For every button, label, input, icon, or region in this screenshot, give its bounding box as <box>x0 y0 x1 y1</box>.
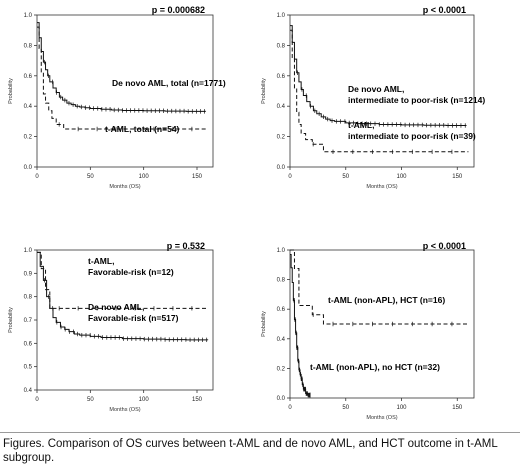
y-tick-label: 1.0 <box>24 248 33 254</box>
y-tick-label: 0.5 <box>24 365 33 371</box>
x-axis-label: Months (OS) <box>109 407 140 413</box>
y-tick-label: 0.2 <box>277 135 286 141</box>
y-tick-label: 0.6 <box>277 307 286 313</box>
series-label: intermediate to poor-risk (n=39) <box>348 131 476 141</box>
series-label: t-AML, total (n=54) <box>105 124 180 134</box>
y-tick-label: 0.0 <box>277 165 286 171</box>
series-label: intermediate to poor-risk (n=1214) <box>348 95 485 105</box>
y-tick-label: 1.0 <box>24 13 33 19</box>
series-label: t-AML, <box>88 256 114 266</box>
series-label: De novo AML, total (n=1771) <box>112 78 226 88</box>
survival-curve-2 <box>37 251 208 309</box>
y-tick-label: 0.0 <box>277 396 286 402</box>
x-tick-label: 50 <box>87 397 94 403</box>
y-tick-label: 0.4 <box>277 337 286 343</box>
x-tick-label: 150 <box>192 397 203 403</box>
y-tick-label: 0.8 <box>277 278 286 284</box>
survival-curve-1 <box>290 249 469 325</box>
caption-divider <box>0 432 520 433</box>
y-tick-label: 0.2 <box>24 135 33 141</box>
p-value-label: p = 0.000682 <box>152 5 205 15</box>
y-tick-label: 0.8 <box>24 43 33 49</box>
plot-frame-2 <box>289 14 475 168</box>
x-axis-label: Months (OS) <box>366 184 397 190</box>
survival-curve-1 <box>37 22 207 112</box>
y-axis-label: Probability <box>8 307 14 333</box>
y-tick-label: 0.6 <box>277 74 286 80</box>
x-axis-label: Months (OS) <box>366 415 397 421</box>
p-value-label: p = 0.532 <box>167 241 205 251</box>
x-tick-label: 0 <box>288 405 292 411</box>
x-tick-label: 150 <box>192 174 203 180</box>
y-tick-label: 0.0 <box>24 165 33 171</box>
y-tick-label: 1.0 <box>277 248 286 254</box>
x-tick-label: 0 <box>288 174 292 180</box>
figure-panels: 0.0 0.2 0.4 0.6 0.8 1.0 0 50 100 150 Months (OS) Pr… <box>8 5 485 421</box>
y-tick-label: 0.9 <box>24 271 33 277</box>
y-tick-label: 0.6 <box>24 74 33 80</box>
x-tick-label: 100 <box>139 397 150 403</box>
p-value-label: p < 0.0001 <box>423 241 466 251</box>
series-label: t-AML (non-APL), HCT (n=16) <box>328 295 445 305</box>
series-label: Favorable-risk (n=12) <box>88 267 174 277</box>
survival-curve-1 <box>37 251 209 341</box>
x-tick-label: 50 <box>342 174 349 180</box>
plot-frame-1 <box>36 14 214 168</box>
x-tick-label: 50 <box>342 405 349 411</box>
series-label: t-AML (non-APL), no HCT (n=32) <box>310 362 440 372</box>
y-tick-label: 0.4 <box>24 388 33 394</box>
x-tick-label: 0 <box>35 397 39 403</box>
survival-curve-1 <box>290 25 467 127</box>
y-tick-label: 1.0 <box>277 13 286 19</box>
x-tick-label: 0 <box>35 174 39 180</box>
survival-curve-2 <box>290 29 469 153</box>
y-tick-label: 0.4 <box>24 104 33 110</box>
x-tick-label: 150 <box>452 174 463 180</box>
x-tick-label: 100 <box>397 405 408 411</box>
p-value-label: p < 0.0001 <box>423 5 466 15</box>
series-label: Favorable-risk (n=517) <box>88 313 179 323</box>
y-axis-label: Probability <box>8 78 14 104</box>
y-tick-label: 0.8 <box>277 43 286 49</box>
y-axis-label: Probability <box>261 78 267 104</box>
x-tick-label: 50 <box>87 174 94 180</box>
x-axis-label: Months (OS) <box>109 184 140 190</box>
series-label: De novo AML, <box>348 84 404 94</box>
plot-frame-4 <box>289 249 475 399</box>
x-tick-label: 100 <box>397 174 408 180</box>
survival-curve-2 <box>37 26 208 130</box>
y-tick-label: 0.7 <box>24 318 33 324</box>
figure-caption: Figures. Comparison of OS curves between… <box>3 438 498 464</box>
x-tick-label: 150 <box>452 405 463 411</box>
series-label: t-AML, <box>348 120 374 130</box>
y-tick-label: 0.6 <box>24 341 33 347</box>
y-axis-label: Probability <box>261 311 267 337</box>
y-tick-label: 0.8 <box>24 295 33 301</box>
y-tick-label: 0.4 <box>277 104 286 110</box>
y-tick-label: 0.2 <box>277 366 286 372</box>
x-tick-label: 100 <box>139 174 150 180</box>
